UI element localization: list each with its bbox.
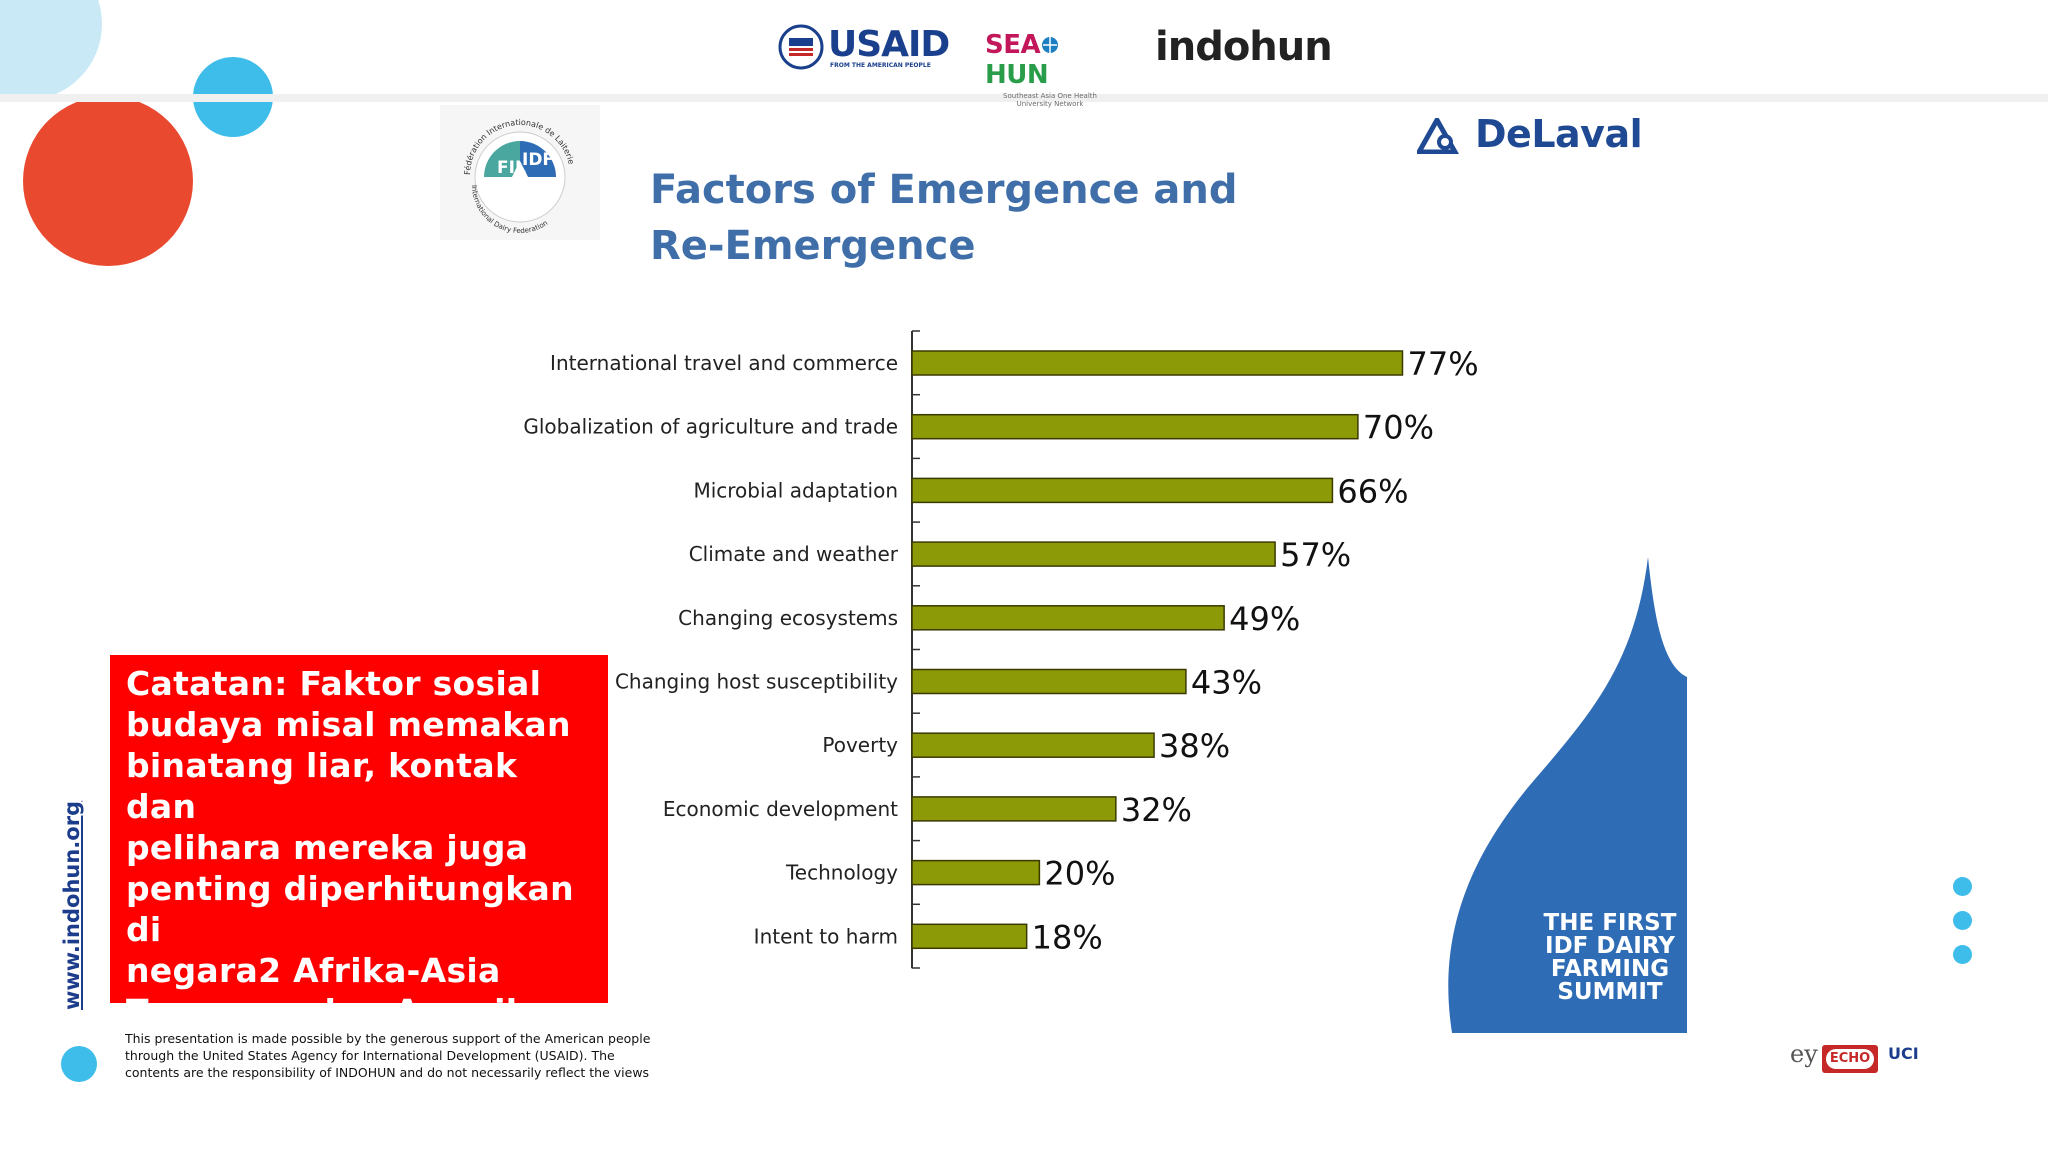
bar — [911, 477, 1334, 504]
seaohun-logo: SEAHUN Southeast Asia One Health Univers… — [985, 30, 1115, 108]
category-label: Technology — [785, 861, 898, 885]
note-line: Catatan: Faktor sosial — [126, 664, 542, 703]
note-line: Tenggara dan Amerika — [126, 992, 551, 1031]
value-label: 49% — [1229, 600, 1300, 638]
value-label: 38% — [1159, 727, 1230, 765]
usaid-wordmark: USAID — [828, 24, 950, 65]
summit-line-1: THE FIRST — [1543, 910, 1677, 936]
bar — [911, 732, 1155, 758]
delaval-wordmark: DeLaval — [1475, 112, 1643, 156]
globe-icon — [1042, 37, 1059, 53]
value-label: 18% — [1032, 918, 1103, 956]
note-line: Selatan — [126, 1033, 270, 1072]
note-line: negara2 Afrika-Asia — [126, 951, 501, 990]
website-link[interactable]: www.indohun.org — [60, 800, 84, 1010]
bar — [911, 605, 1225, 631]
value-label: 77% — [1407, 345, 1478, 383]
echo-logo: ECHO — [1822, 1045, 1878, 1073]
idf-logo: Fédération Internationale de Laiterie In… — [440, 105, 600, 240]
category-label: Poverty — [822, 733, 898, 757]
bar — [911, 541, 1276, 567]
bar — [911, 923, 1028, 950]
value-label: 32% — [1121, 791, 1192, 829]
decor-circle-pale — [0, 0, 102, 100]
decor-dot-1 — [1953, 877, 1972, 896]
summit-line-2: IDF DAIRY — [1545, 933, 1675, 959]
decor-circle-small-cyan — [61, 1046, 97, 1082]
uci-logo: UCI — [1888, 1044, 1919, 1063]
note-line: binatang liar, kontak dan — [126, 746, 518, 826]
delaval-logo: DeLaval — [1415, 112, 1645, 162]
usaid-tagline: FROM THE AMERICAN PEOPLE — [830, 62, 931, 69]
category-label: Changing ecosystems — [678, 606, 898, 630]
seaohun-right: HUN — [985, 60, 1049, 90]
category-label: Economic development — [663, 797, 898, 821]
seaohun-tagline-2: University Network — [1016, 100, 1084, 108]
bar — [911, 859, 1041, 886]
note-line: penting diperhitungkan di — [126, 869, 574, 949]
summit-line-4: SUMMIT — [1557, 979, 1663, 1005]
summit-line-3: FARMING — [1550, 956, 1670, 982]
partner-ey: ey — [1790, 1040, 1818, 1068]
slide-title: Factors of Emergence and Re-Emergence — [650, 162, 1238, 274]
idf-drop-graphic — [1448, 557, 1687, 1033]
value-label: 57% — [1280, 536, 1351, 574]
category-label: Globalization of agriculture and trade — [523, 415, 898, 439]
category-label: Microbial adaptation — [693, 478, 898, 502]
bar — [911, 413, 1359, 440]
footer-disclaimer: This presentation is made possible by th… — [125, 1031, 651, 1080]
usaid-seal-icon — [778, 24, 824, 70]
bar — [911, 350, 1404, 376]
value-label: 43% — [1191, 664, 1262, 702]
seaohun-tagline-1: Southeast Asia One Health — [1003, 92, 1097, 100]
category-label: Climate and weather — [689, 542, 899, 566]
category-label: International travel and commerce — [550, 351, 898, 375]
indohun-wordmark: indohun — [1155, 24, 1333, 70]
idf-logo-right: IDF — [522, 150, 554, 170]
bar — [911, 796, 1117, 822]
chart-value-labels: 77% 70% 66% 57% 49% 43% 38% 32%20% 18% — [1032, 345, 1479, 956]
idf-logo-graphic: Fédération Internationale de Laiterie In… — [462, 118, 576, 235]
echo-wordmark: ECHO — [1826, 1049, 1874, 1069]
header-divider — [0, 94, 2048, 102]
seaohun-left: SEA — [985, 30, 1041, 60]
factors-bar-chart: International travel and commerce Globali… — [523, 330, 1479, 969]
value-label: 20% — [1044, 855, 1115, 893]
decor-circle-red — [23, 96, 193, 266]
chart-bars — [911, 350, 1404, 950]
delaval-mark-icon — [1417, 118, 1459, 154]
category-label: Changing host susceptibility — [615, 670, 898, 694]
value-label: 66% — [1337, 472, 1408, 510]
summit-text: THE FIRST IDF DAIRY FARMING SUMMIT — [1490, 912, 1730, 1004]
note-line: budaya misal memakan — [126, 705, 571, 744]
decor-dot-3 — [1953, 945, 1972, 964]
note-box: Catatan: Faktor sosial budaya misal mema… — [110, 655, 608, 1072]
slide-title-line-2: Re-Emergence — [650, 223, 976, 269]
slide-title-line-1: Factors of Emergence and — [650, 167, 1238, 213]
note-text: Catatan: Faktor sosial budaya misal mema… — [126, 663, 592, 1073]
note-line: pelihara mereka juga — [126, 828, 529, 867]
usaid-logo: USAID FROM THE AMERICAN PEOPLE — [778, 24, 950, 76]
bar — [911, 668, 1187, 695]
chart-category-labels: International travel and commerce Globali… — [523, 351, 898, 948]
indohun-logo: indohun — [1155, 24, 1333, 70]
value-label: 70% — [1363, 409, 1434, 447]
idf-logo-left: FIL — [497, 158, 526, 178]
category-label: Intent to harm — [754, 924, 898, 948]
seaohun-wordmark: SEAHUN — [985, 30, 1060, 90]
decor-dot-2 — [1953, 911, 1972, 930]
